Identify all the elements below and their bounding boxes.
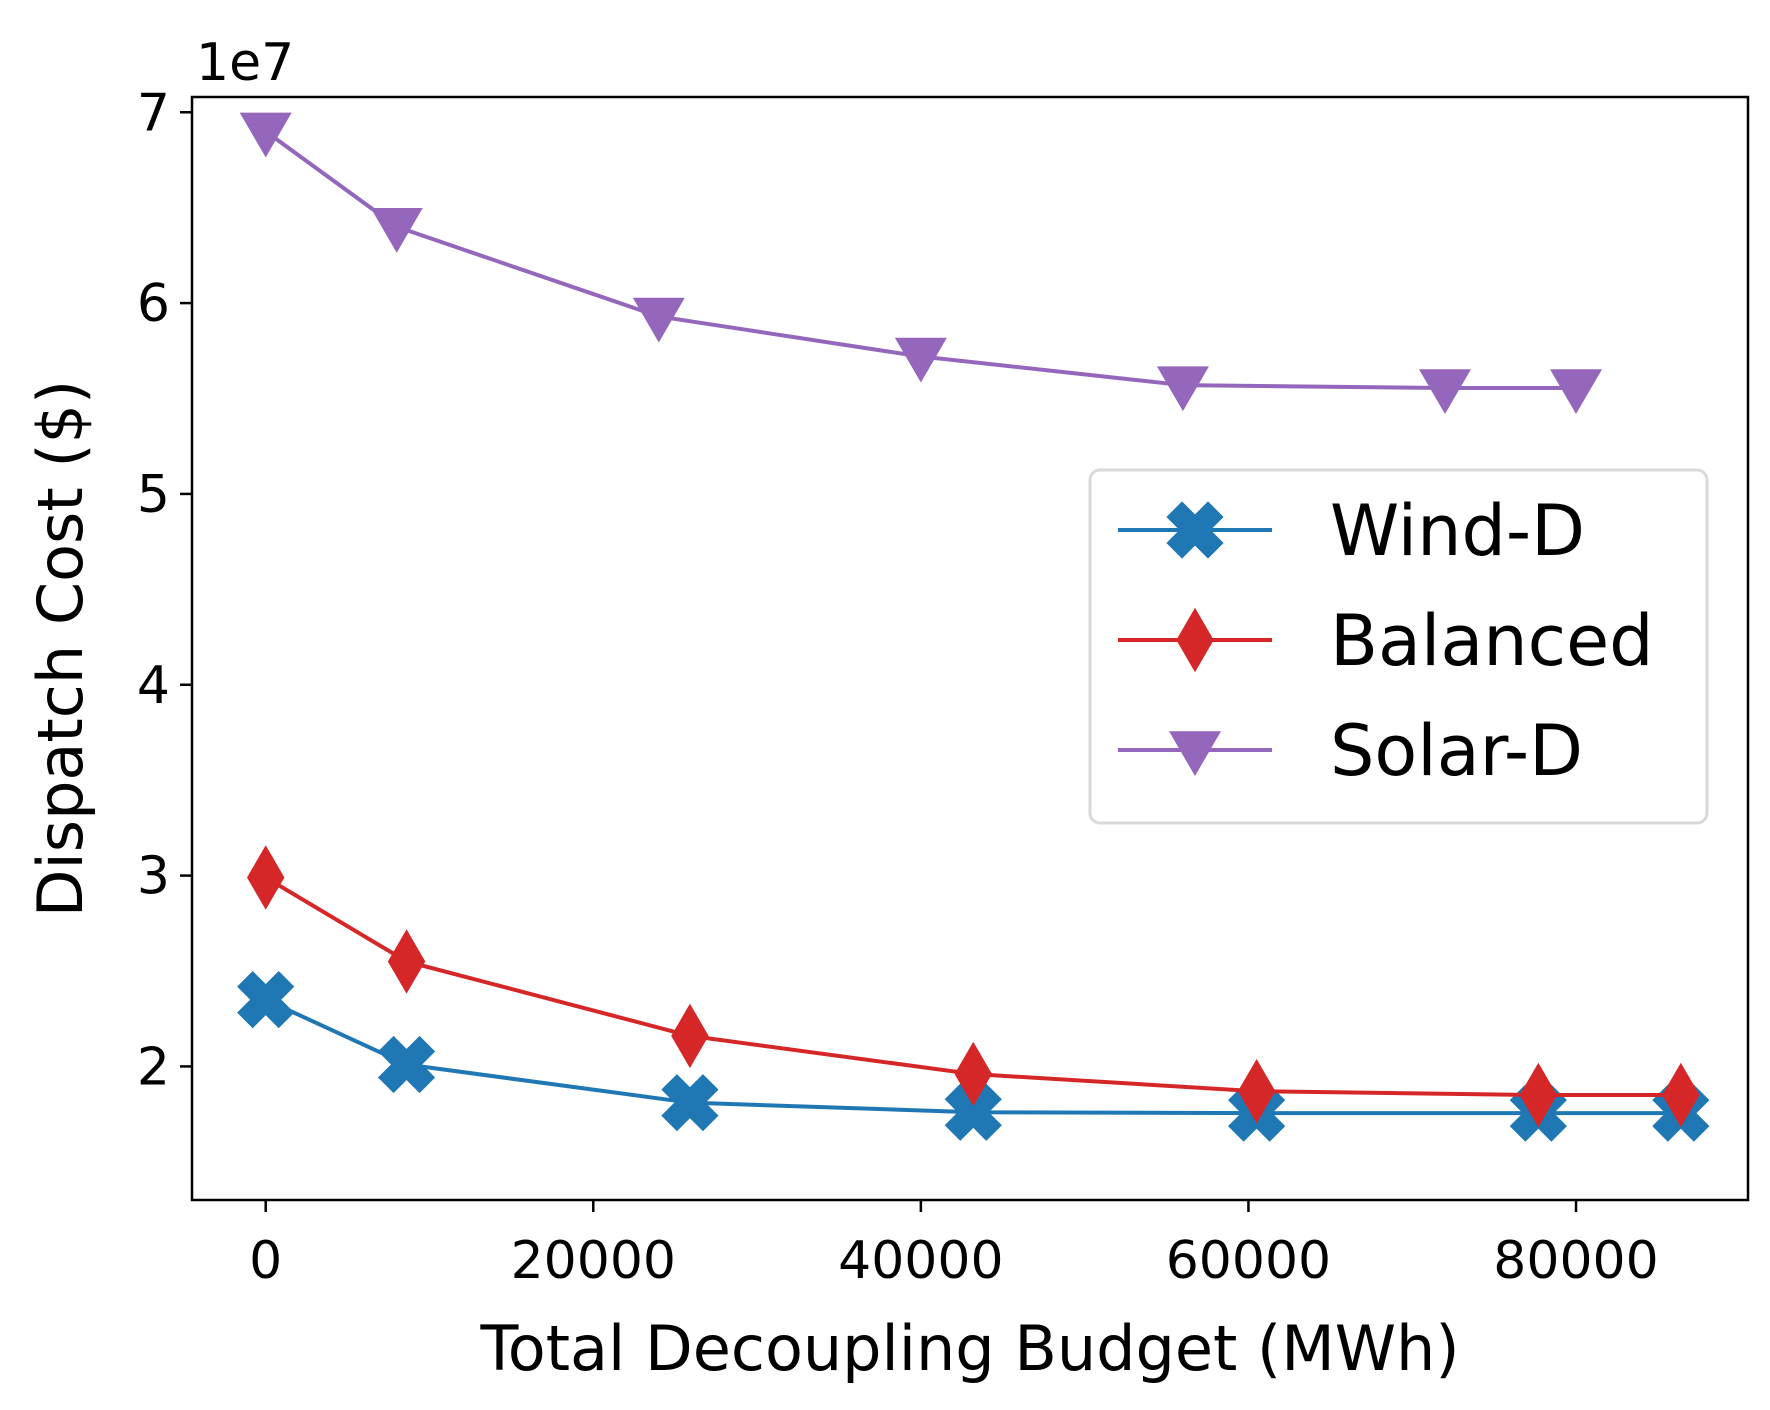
data-point (1418, 369, 1471, 415)
y-tick-label: 2 (137, 1037, 170, 1097)
data-point (1662, 1062, 1700, 1128)
y-axis-ticks: 2 3 4 5 6 7 (137, 83, 192, 1097)
data-point (239, 112, 292, 158)
series-solar-d (239, 112, 1603, 415)
legend-marker (1166, 501, 1224, 559)
y-tick-label: 7 (137, 83, 170, 143)
legend-label: Solar-D (1330, 710, 1583, 792)
data-point (387, 929, 426, 994)
legend-marker (1176, 607, 1214, 673)
data-point (1156, 366, 1209, 412)
legend-item: Wind-D (1118, 490, 1585, 572)
legend-label: Wind-D (1330, 490, 1585, 572)
legend: Wind-D Balanced Solar-D (1088, 468, 1709, 825)
x-tick-label: 60000 (1166, 1231, 1331, 1291)
data-point (661, 1074, 719, 1132)
legend-marker (1169, 731, 1221, 776)
data-point (1550, 369, 1603, 415)
data-point (944, 1083, 1002, 1141)
y-axis-label: Dispatch Cost ($) (24, 380, 97, 917)
data-point (370, 208, 423, 253)
data-point (632, 297, 685, 343)
x-axis-ticks: 0 20000 40000 60000 80000 (249, 1200, 1659, 1291)
data-point (954, 1041, 992, 1107)
data-point (894, 337, 947, 383)
x-tick-label: 80000 (1493, 1231, 1658, 1291)
x-tick-label: 40000 (838, 1231, 1003, 1291)
y-axis-offset-label: 1e7 (196, 33, 294, 93)
x-tick-label: 0 (249, 1231, 282, 1291)
y-tick-label: 5 (137, 465, 170, 525)
data-point (237, 971, 295, 1029)
legend-item: Solar-D (1118, 710, 1583, 792)
series-layer (237, 112, 1710, 1142)
plot-frame (190, 95, 1750, 1202)
legend-box (1088, 468, 1709, 825)
y-tick-label: 4 (137, 656, 170, 716)
data-point (1519, 1062, 1558, 1128)
data-point (1237, 1058, 1276, 1124)
series-balanced (246, 845, 1700, 1128)
x-tick-label: 20000 (511, 1231, 676, 1291)
data-point (246, 845, 285, 910)
x-axis-label: Total Decoupling Budget (MWh) (479, 1312, 1459, 1385)
y-tick-label: 3 (137, 847, 170, 907)
legend-label: Balanced (1330, 600, 1654, 682)
data-point (377, 1035, 436, 1094)
legend-item: Balanced (1118, 600, 1654, 682)
data-point (671, 1003, 709, 1069)
y-tick-label: 6 (137, 274, 170, 334)
